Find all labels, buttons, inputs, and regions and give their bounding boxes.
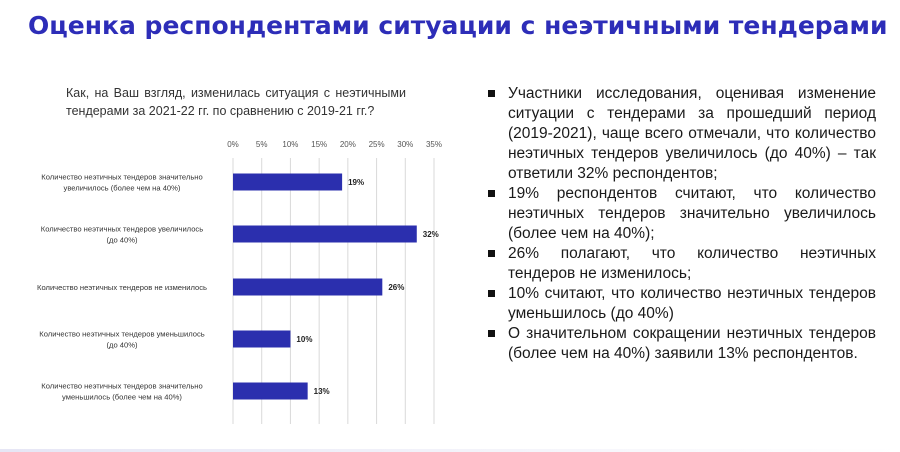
summary-bullet-list: Участники исследования, оценивая изменен…	[486, 84, 876, 364]
bar	[233, 173, 343, 191]
data-label: 19%	[348, 178, 364, 187]
x-tick-label: 15%	[311, 140, 327, 149]
summary-bullet-item: 26% полагают, что количество неэтичных т…	[486, 244, 876, 284]
x-tick-label: 35%	[426, 140, 442, 149]
summary-bullet-item: 10% считают, что количество неэтичных те…	[486, 284, 876, 324]
summary-bullet-item: О значительном сокращении неэтичных тенд…	[486, 324, 876, 364]
category-label: Количество неэтичных тендеров значительн…	[41, 382, 202, 391]
category-label: Количество неэтичных тендеров не изменил…	[37, 283, 207, 292]
data-label: 10%	[296, 335, 312, 344]
data-label: 13%	[314, 387, 330, 396]
x-tick-label: 5%	[256, 140, 268, 149]
category-label: Количество неэтичных тендеров увеличилос…	[41, 225, 203, 234]
bar	[233, 382, 308, 400]
category-label: уменьшилось (более чем на 40%)	[62, 393, 182, 402]
survey-question: Как, на Ваш взгляд, изменилась ситуация …	[66, 86, 406, 118]
data-label: 26%	[388, 283, 404, 292]
category-label: Количество неэтичных тендеров значительн…	[41, 173, 202, 182]
x-tick-label: 30%	[397, 140, 413, 149]
bar	[233, 330, 291, 348]
x-tick-label: 20%	[340, 140, 356, 149]
bar	[233, 225, 417, 243]
x-tick-label: 25%	[369, 140, 385, 149]
category-label: увеличилось (более чем на 40%)	[64, 184, 181, 193]
slide-title: Оценка респондентами ситуации с неэтичны…	[28, 11, 888, 40]
category-label: Количество неэтичных тендеров уменьшилос…	[39, 330, 204, 339]
category-label: (до 40%)	[106, 341, 137, 350]
data-label: 32%	[423, 230, 439, 239]
category-label: (до 40%)	[106, 236, 137, 245]
bar-chart: 0% 5% 10% 15% 20% 25% 30% 35% 19% Количество неэт…	[37, 140, 442, 424]
summary-bullet-item: 19% респондентов считают, что количество…	[486, 184, 876, 244]
bar	[233, 278, 383, 296]
summary-bullet-item: Участники исследования, оценивая изменен…	[486, 84, 876, 184]
x-tick-label: 0%	[227, 140, 239, 149]
x-tick-label: 10%	[282, 140, 298, 149]
bottom-divider	[0, 449, 900, 452]
